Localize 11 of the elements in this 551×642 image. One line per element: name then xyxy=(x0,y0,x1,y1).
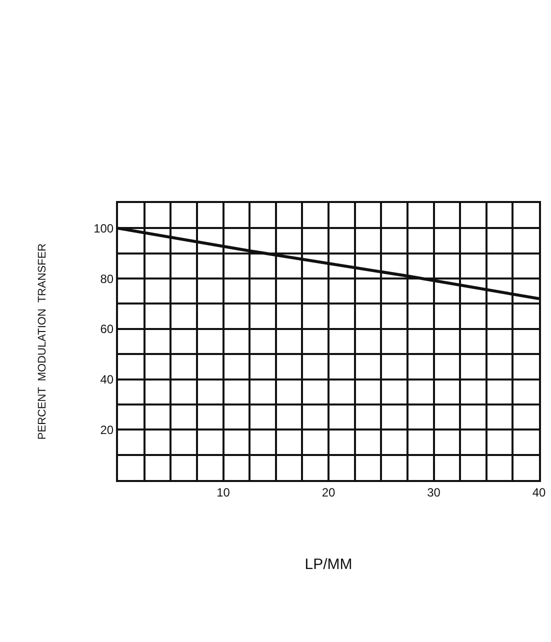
y-tick-label: 100 xyxy=(94,221,114,236)
y-axis-title: PERCENT MODULATION TRANSFER xyxy=(36,243,49,440)
y-tick-label: 80 xyxy=(100,272,114,286)
y-tick-label: 60 xyxy=(100,322,114,336)
x-tick-label: 20 xyxy=(322,485,336,500)
x-tick-label: 40 xyxy=(532,485,546,500)
x-tick-label: 30 xyxy=(427,485,441,500)
y-tick-label: 40 xyxy=(100,372,114,386)
x-axis-title: LP/MM xyxy=(304,556,352,573)
y-tick-label: 20 xyxy=(100,422,114,437)
x-tick-label: 10 xyxy=(216,485,230,500)
